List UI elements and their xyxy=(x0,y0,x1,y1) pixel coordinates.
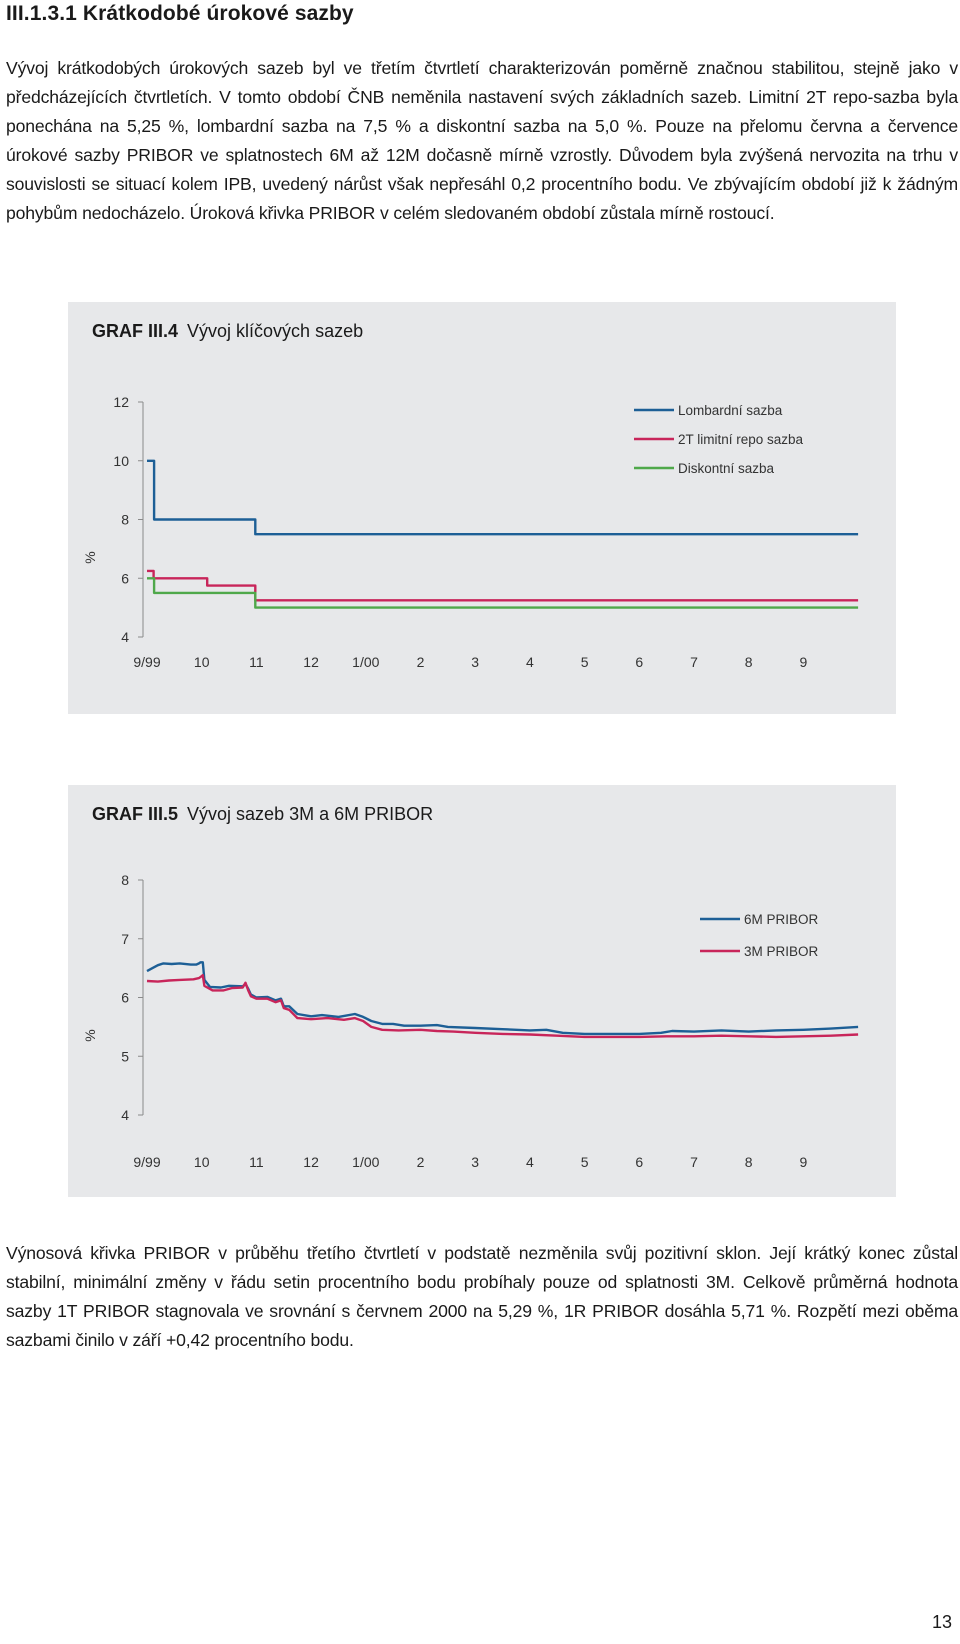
y-tick-label: 4 xyxy=(121,1107,129,1123)
x-tick-label: 5 xyxy=(581,1154,589,1170)
series-line xyxy=(147,459,859,536)
x-tick-label: 8 xyxy=(745,654,753,670)
y-tick-label: 6 xyxy=(121,990,129,1006)
legend-label: 3M PRIBOR xyxy=(744,944,819,959)
y-tick-label: 10 xyxy=(113,453,129,469)
y-axis-label: % xyxy=(82,551,98,563)
chart-caption: Vývoj klíčových sazeb xyxy=(187,321,364,341)
x-tick-label: 12 xyxy=(303,654,319,670)
y-tick-label: 8 xyxy=(121,512,129,528)
x-tick-label: 6 xyxy=(635,654,643,670)
x-tick-label: 11 xyxy=(249,1154,264,1170)
x-tick-label: 3 xyxy=(471,1154,479,1170)
y-tick-label: 6 xyxy=(121,570,129,586)
chart-caption: Vývoj sazeb 3M a 6M PRIBOR xyxy=(187,804,434,824)
x-tick-label: 5 xyxy=(581,654,589,670)
chart-number: GRAF III.5 xyxy=(92,804,179,824)
legend-label: Lombardní sazba xyxy=(678,403,783,418)
series-line xyxy=(147,569,859,602)
x-tick-label: 9/99 xyxy=(133,1154,160,1170)
y-tick-label: 8 xyxy=(121,872,129,888)
x-tick-label: 12 xyxy=(303,1154,319,1170)
chart-title: GRAF III.4 Vývoj klíčových sazeb xyxy=(92,321,363,342)
x-tick-label: 2 xyxy=(417,1154,425,1170)
x-tick-label: 7 xyxy=(690,654,698,670)
section-heading: III.1.3.1 Krátkodobé úrokové sazby xyxy=(6,2,354,25)
x-tick-label: 4 xyxy=(526,1154,534,1170)
legend-label: 6M PRIBOR xyxy=(744,912,819,927)
chart-panel-pribor: GRAF III.5 Vývoj sazeb 3M a 6M PRIBOR 4 5… xyxy=(68,785,896,1197)
legend-label: Diskontní sazba xyxy=(678,461,775,476)
series-line xyxy=(146,974,859,1039)
x-tick-label: 10 xyxy=(194,1154,210,1170)
x-tick-label: 11 xyxy=(249,654,264,670)
x-tick-label: 9/99 xyxy=(133,654,160,670)
chart-panel-key-rates: GRAF III.4 Vývoj klíčových sazeb 4 6 8 10 12… xyxy=(68,302,896,714)
y-tick-label: 4 xyxy=(121,629,129,645)
series-line xyxy=(146,961,859,1036)
intro-paragraph: Vývoj krátkodobých úrokových sazeb byl v… xyxy=(6,58,958,223)
x-tick-label: 2 xyxy=(417,654,425,670)
x-tick-label: 3 xyxy=(471,654,479,670)
x-tick-label: 9 xyxy=(800,1154,808,1170)
chart-number: GRAF III.4 xyxy=(92,321,179,341)
y-tick-label: 5 xyxy=(121,1048,129,1064)
x-tick-label: 1/00 xyxy=(352,1154,379,1170)
x-tick-label: 4 xyxy=(526,654,534,670)
legend-label: 2T limitní repo sazba xyxy=(678,432,804,447)
pribor-chart: 4 5 6 7 8% 9/99 10 11 12 1/00 2 3 4 5 6 7 8 9 6M PRIBOR 3M … xyxy=(82,872,859,1170)
page-number: 13 xyxy=(931,1612,952,1632)
x-tick-label: 1/00 xyxy=(352,654,379,670)
y-tick-label: 7 xyxy=(121,931,129,947)
closing-paragraph: Výnosová křivka PRIBOR v průběhu třetího… xyxy=(6,1243,958,1350)
y-axis-label: % xyxy=(82,1029,98,1041)
series-line xyxy=(147,577,859,609)
x-tick-label: 6 xyxy=(635,1154,643,1170)
key-rates-chart: 4 6 8 10 12% 9/99 10 11 12 1/00 2 3 4 5 6 7 8 9 Lombardní … xyxy=(82,394,859,670)
x-tick-label: 10 xyxy=(194,654,210,670)
x-tick-label: 9 xyxy=(800,654,808,670)
x-tick-label: 7 xyxy=(690,1154,698,1170)
chart-title: GRAF III.5 Vývoj sazeb 3M a 6M PRIBOR xyxy=(92,804,433,825)
y-tick-label: 12 xyxy=(113,394,129,410)
x-tick-label: 8 xyxy=(745,1154,753,1170)
